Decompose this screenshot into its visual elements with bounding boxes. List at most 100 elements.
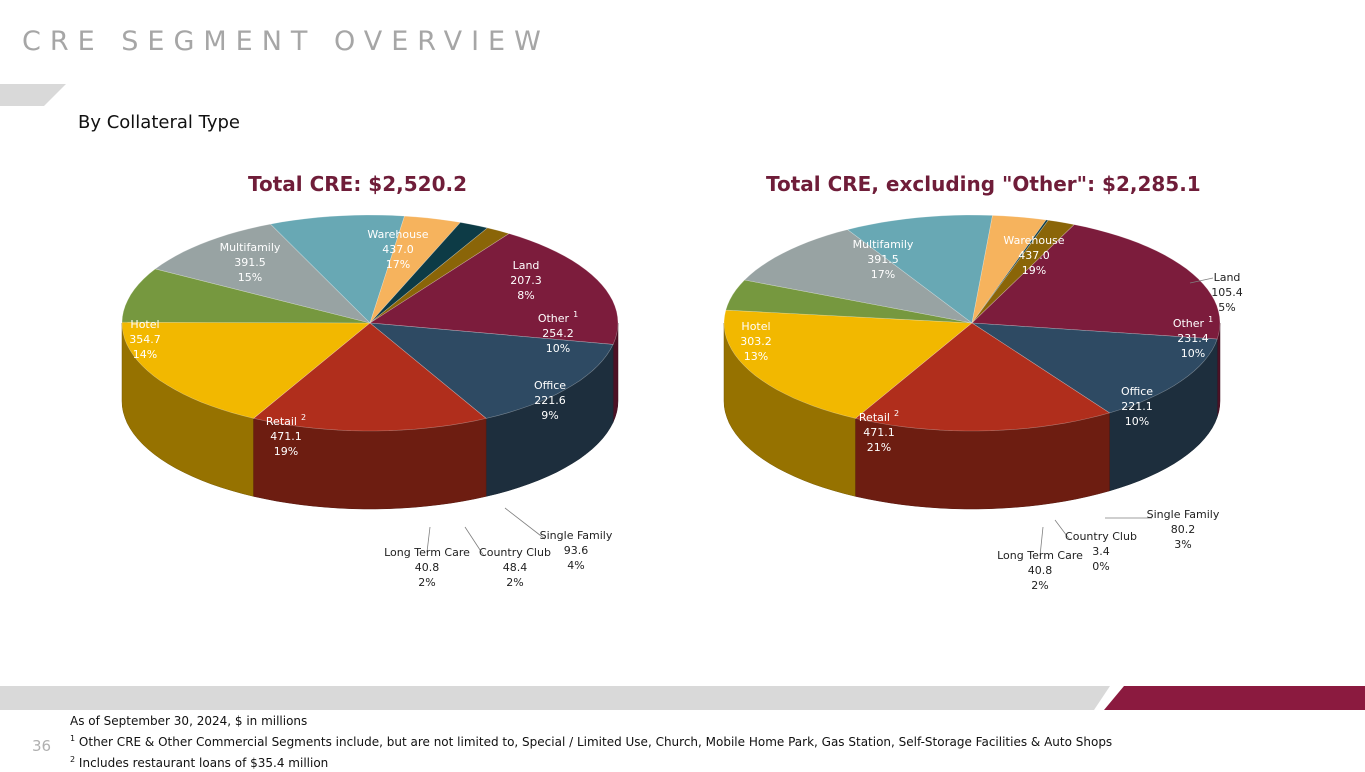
leader-line-long-term-care: [426, 526, 431, 553]
pie-side-multifamily: [855, 412, 1110, 510]
pie-top-faces: [723, 214, 1221, 432]
slice-percent-retail: 21%: [867, 441, 891, 454]
slice-percent-retail: 19%: [274, 445, 298, 458]
pie-slice-single-family: [369, 215, 461, 324]
chart-title-excluding-other: Total CRE, excluding "Other": $2,285.1: [766, 172, 1201, 196]
slice-value-other: 231.4: [1177, 332, 1209, 345]
pie-slice-land: [725, 279, 973, 324]
slice-value-multifamily: 391.5: [234, 256, 266, 269]
pie-side-multifamily: [253, 418, 487, 510]
footnote-marker: 1: [1208, 315, 1213, 324]
pie-slice-retail: [369, 233, 619, 345]
slice-percent-long-term-care: 2%: [1031, 579, 1048, 592]
slice-percent-office: 10%: [1125, 415, 1149, 428]
slice-label-retail: Retail 2: [266, 413, 306, 428]
slice-percent-long-term-care: 2%: [418, 576, 435, 589]
slice-percent-multifamily: 15%: [238, 271, 262, 284]
slice-value-country-club: 3.4: [1092, 545, 1110, 558]
pie-slice-warehouse: [723, 309, 973, 419]
slice-value-country-club: 48.4: [503, 561, 528, 574]
slice-value-office: 221.6: [534, 394, 566, 407]
slice-label-other: Other 1: [1173, 315, 1213, 330]
footer-accent-band: [0, 686, 1365, 710]
slice-label-long-term-care: Long Term Care: [997, 549, 1083, 562]
pie-slice-retail: [971, 224, 1221, 340]
pie-slice-long-term-care: [971, 219, 1075, 324]
leader-line-land: [1189, 277, 1214, 284]
pie-slice-single-family: [971, 215, 1047, 324]
slice-value-land: 105.4: [1211, 286, 1243, 299]
leader-line-country-club: [464, 526, 485, 557]
pie-slice-multifamily: [252, 322, 487, 432]
footnote-marker: 1: [573, 310, 578, 319]
slice-label-office: Office: [1121, 385, 1153, 398]
slice-value-warehouse: 437.0: [382, 243, 414, 256]
slice-percent-office: 9%: [541, 409, 558, 422]
slice-label-land: Land: [1214, 271, 1241, 284]
slice-percent-country-club: 0%: [1092, 560, 1109, 573]
slice-percent-land: 8%: [517, 289, 534, 302]
slice-value-single-family: 80.2: [1171, 523, 1196, 536]
leader-line-country-club: [1054, 519, 1071, 541]
pie-top-faces: [121, 214, 619, 432]
slice-percent-hotel: 13%: [744, 350, 768, 363]
pie-slice-long-term-care: [369, 227, 510, 324]
slice-percent-single-family: 3%: [1174, 538, 1191, 551]
slice-value-warehouse: 437.0: [1018, 249, 1050, 262]
slice-percent-other: 10%: [1181, 347, 1205, 360]
pie-slice-other: [154, 223, 371, 324]
slice-value-retail: 471.1: [863, 426, 895, 439]
footnote-marker: 2: [301, 413, 306, 422]
slice-label-hotel: Hotel: [130, 318, 159, 331]
slice-value-hotel: 354.7: [129, 333, 161, 346]
slice-percent-warehouse: 17%: [386, 258, 410, 271]
footnotes: As of September 30, 2024, $ in millions …: [70, 713, 1112, 772]
slice-value-office: 221.1: [1121, 400, 1153, 413]
footnote-marker: 2: [894, 409, 899, 418]
pie-side-retail: [1216, 322, 1221, 418]
pie-slice-warehouse: [121, 321, 371, 419]
footnote-as-of: As of September 30, 2024, $ in millions: [70, 714, 308, 728]
pie-slice-country-club: [369, 222, 489, 324]
slice-label-land: Land: [513, 259, 540, 272]
pie-labels: Warehouse 437.0 19% Land 105.4 5% Other 1 231.4 1…: [740, 234, 1243, 592]
slice-percent-other: 10%: [546, 342, 570, 355]
pie-slice-land: [121, 268, 371, 324]
footnote-restaurant-loans: 2 Includes restaurant loans of $35.4 mil…: [70, 755, 329, 770]
slice-percent-multifamily: 17%: [871, 268, 895, 281]
slice-percent-warehouse: 19%: [1022, 264, 1046, 277]
pie-slice-hotel: [369, 322, 614, 419]
slice-percent-hotel: 14%: [133, 348, 157, 361]
pie-side-walls: [121, 322, 619, 510]
slice-value-hotel: 303.2: [740, 335, 772, 348]
header-accent-band: [0, 84, 66, 106]
slice-percent-land: 5%: [1218, 301, 1235, 314]
slice-label-country-club: Country Club: [1065, 530, 1137, 543]
chart-title-total: Total CRE: $2,520.2: [248, 172, 467, 196]
slice-label-country-club: Country Club: [479, 546, 551, 559]
slice-value-retail: 471.1: [270, 430, 302, 443]
pie-slice-hotel: [970, 322, 1218, 414]
pie-side-retail: [612, 322, 619, 423]
slice-value-long-term-care: 40.8: [1028, 564, 1053, 577]
pie-slice-country-club: [971, 219, 1049, 324]
slice-label-warehouse: Warehouse: [1003, 234, 1064, 247]
slice-value-land: 207.3: [510, 274, 542, 287]
pie-labels: Warehouse 437.0 17% Land 207.3 8% Other 1 254.2 1…: [129, 228, 613, 589]
leader-line-single-family: [504, 507, 546, 540]
slice-label-multifamily: Multifamily: [220, 241, 281, 254]
slice-value-single-family: 93.6: [564, 544, 589, 557]
pie-slice-office: [269, 214, 405, 324]
slice-label-warehouse: Warehouse: [367, 228, 428, 241]
slice-label-retail: Retail 2: [859, 409, 899, 424]
pie-slice-multifamily: [854, 322, 1111, 432]
slice-label-single-family: Single Family: [540, 529, 613, 542]
slice-label-office: Office: [534, 379, 566, 392]
pie-side-walls: [723, 322, 1221, 510]
slice-value-long-term-care: 40.8: [415, 561, 440, 574]
pie-slice-office: [846, 214, 993, 324]
pie-slice-other: [743, 229, 973, 324]
slice-value-multifamily: 391.5: [867, 253, 899, 266]
slice-label-multifamily: Multifamily: [853, 238, 914, 251]
